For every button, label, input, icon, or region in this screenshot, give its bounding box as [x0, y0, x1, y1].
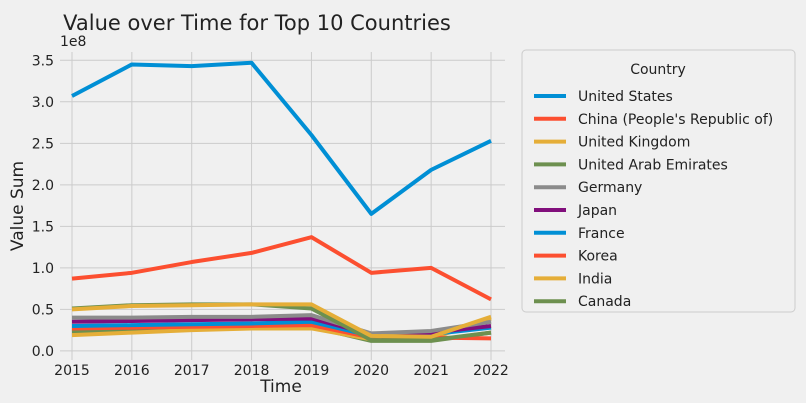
y-offset-label: 1e8 — [60, 34, 86, 50]
legend-entry: Germany — [578, 180, 642, 196]
y-tick-label: 1.5 — [32, 219, 54, 235]
x-tick-label: 2015 — [54, 363, 90, 379]
legend-entry: United Arab Emirates — [578, 157, 728, 173]
y-tick-label: 3.0 — [32, 95, 54, 111]
x-tick-label: 2016 — [114, 363, 150, 379]
x-axis-label: Time — [259, 377, 302, 397]
x-tick-label: 2019 — [294, 363, 330, 379]
series-line — [71, 235, 492, 302]
y-tick-label: 1.0 — [32, 261, 54, 277]
y-axis-label: Value Sum — [8, 161, 28, 251]
legend-entry: China (People's Republic of) — [578, 112, 773, 128]
y-tick-label: 2.0 — [32, 178, 54, 194]
y-tick-label: 0.5 — [32, 302, 54, 318]
legend-entry: India — [578, 271, 612, 287]
x-tick-label: 2022 — [473, 363, 509, 379]
x-tick-label: 2021 — [413, 363, 449, 379]
legend-entry: Canada — [578, 294, 631, 310]
legend-entry: United Kingdom — [578, 135, 690, 151]
series-line — [72, 313, 492, 336]
x-tick-label: 2018 — [234, 363, 270, 379]
series-line — [71, 60, 492, 216]
legend: Country United States China (People's Rep… — [521, 49, 796, 313]
series-line — [71, 302, 492, 339]
legend-entry: United States — [578, 89, 673, 105]
legend-entry: Japan — [577, 203, 617, 219]
legend-entry: Korea — [578, 249, 618, 265]
x-tick-label: 2020 — [353, 363, 389, 379]
y-tick-label: 0.0 — [32, 344, 54, 360]
chart-title: Value over Time for Top 10 Countries — [63, 11, 451, 35]
legend-box — [521, 49, 796, 313]
y-tick-label: 2.5 — [32, 136, 54, 152]
legend-entry: France — [578, 226, 625, 242]
x-tick-label: 2017 — [174, 363, 210, 379]
legend-title: Country — [630, 62, 686, 78]
y-tick-label: 3.5 — [32, 53, 54, 69]
